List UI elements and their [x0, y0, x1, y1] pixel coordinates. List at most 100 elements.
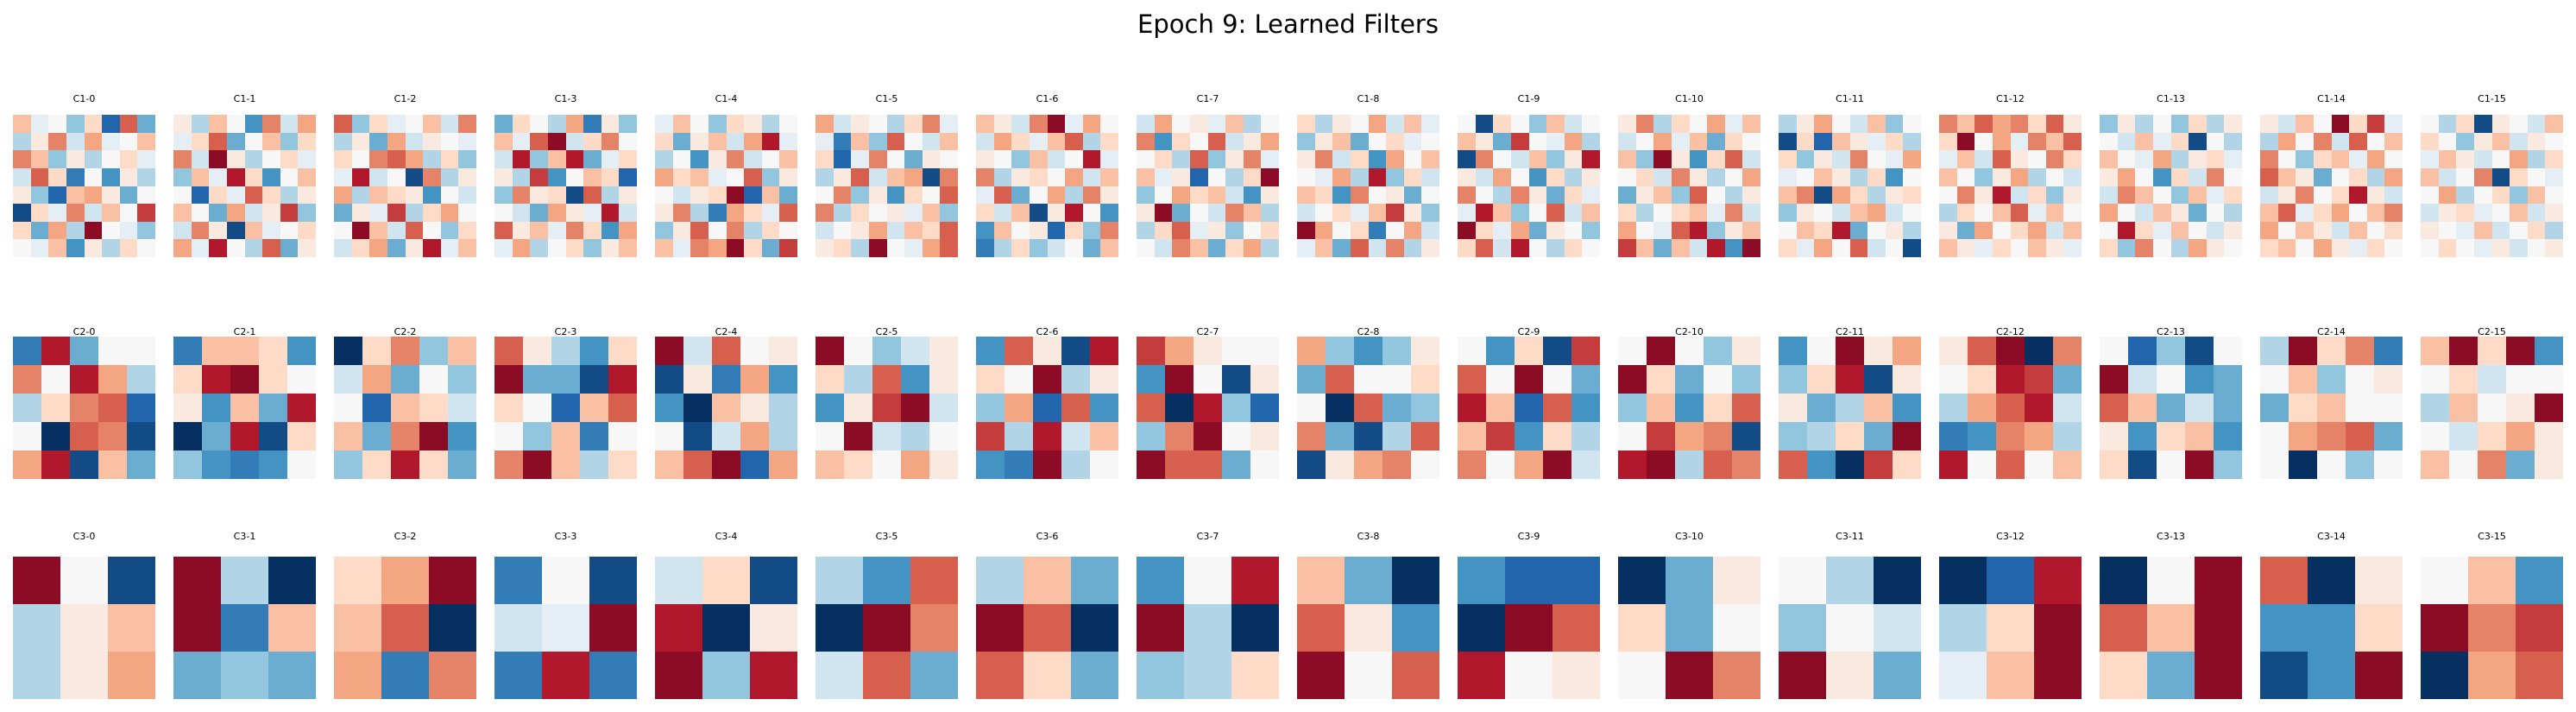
heatmap-cell [191, 167, 210, 186]
heatmap-cell [13, 150, 31, 168]
heatmap-cell [655, 604, 702, 652]
heatmap-cell [173, 394, 202, 422]
heatmap-cell [761, 221, 780, 240]
heatmap-cell [1297, 239, 1315, 257]
heatmap-cell [833, 150, 852, 168]
heatmap-cell [2491, 132, 2510, 151]
heatmap-cell [1421, 239, 1439, 257]
heatmap-cell [744, 167, 762, 186]
heatmap-cell [740, 422, 769, 451]
heatmap-cell [1100, 239, 1118, 257]
filter-panel: C2-11 [1779, 0, 1921, 712]
heatmap-cell [2438, 204, 2457, 222]
heatmap-cell [2510, 204, 2528, 222]
heatmap-cell [1189, 186, 1208, 205]
heatmap-cell [1065, 204, 1083, 222]
heatmap-cell [1647, 394, 1675, 422]
heatmap-cell [619, 204, 637, 222]
filter-heatmap [976, 557, 1118, 699]
filter-heatmap [173, 115, 316, 257]
heatmap-cell [1987, 604, 2034, 652]
heatmap-cell [1956, 132, 1975, 151]
filter-heatmap [1779, 557, 1921, 699]
heatmap-cell [209, 221, 227, 240]
heatmap-cell [1836, 337, 1864, 365]
heatmap-cell [30, 150, 49, 168]
filter-panel: C2-15 [2421, 0, 2563, 712]
heatmap-cell [2510, 132, 2528, 151]
heatmap-cell [976, 451, 1005, 479]
heatmap-cell [1814, 167, 1832, 186]
heatmap-cell [1011, 186, 1030, 205]
heatmap-cell [1165, 365, 1194, 394]
heatmap-cell [41, 422, 70, 451]
heatmap-cell [1618, 150, 1636, 168]
heatmap-cell [1779, 186, 1797, 205]
heatmap-cell [173, 652, 221, 699]
heatmap-cell [1137, 557, 1184, 604]
heatmap-cell [565, 167, 584, 186]
heatmap-cell [1867, 221, 1886, 240]
heatmap-cell [1421, 221, 1439, 240]
heatmap-cell [2421, 652, 2468, 699]
heatmap-cell [1975, 132, 1993, 151]
heatmap-cell [1653, 239, 1672, 257]
heatmap-cell [1165, 394, 1194, 422]
heatmap-cell [1618, 186, 1636, 205]
heatmap-cell [1831, 239, 1850, 257]
heatmap-cell [1867, 115, 1886, 133]
heatmap-cell [2384, 186, 2403, 205]
heatmap-cell [1172, 204, 1190, 222]
heatmap-cell [1987, 652, 2034, 699]
panel-title: C3-6 [1036, 531, 1059, 542]
filter-panel: C2-4 [655, 0, 797, 712]
heatmap-cell [2063, 239, 2082, 257]
heatmap-cell [66, 221, 85, 240]
heatmap-cell [1779, 652, 1826, 699]
heatmap-cell [551, 451, 580, 479]
heatmap-cell [1297, 167, 1315, 186]
heatmap-cell [683, 394, 712, 422]
heatmap-cell [137, 150, 155, 168]
heatmap-cell [1713, 557, 1760, 604]
heatmap-cell [334, 394, 362, 422]
heatmap-cell [1779, 451, 1807, 479]
heatmap-cell [1354, 394, 1382, 422]
heatmap-cell [2296, 186, 2314, 205]
heatmap-cell [2516, 604, 2563, 652]
heatmap-cell [70, 337, 98, 365]
heatmap-cell [2185, 422, 2214, 451]
panel-title: C3-3 [554, 531, 577, 542]
heatmap-cell [1243, 204, 1262, 222]
panel-title: C3-8 [1357, 531, 1380, 542]
heatmap-cell [1029, 221, 1048, 240]
heatmap-cell [2331, 132, 2350, 151]
heatmap-cell [173, 132, 192, 151]
filter-heatmap [2421, 557, 2563, 699]
heatmap-cell [2421, 221, 2439, 240]
heatmap-cell [2260, 365, 2289, 394]
heatmap-cell [2195, 557, 2242, 604]
heatmap-cell [351, 221, 370, 240]
heatmap-cell [886, 167, 905, 186]
heatmap-cell [1137, 652, 1184, 699]
heatmap-cell [761, 167, 780, 186]
heatmap-cell [976, 132, 994, 151]
heatmap-cell [1582, 221, 1600, 240]
filter-heatmap [494, 557, 637, 699]
heatmap-cell [1543, 394, 1571, 422]
heatmap-cell [672, 221, 691, 240]
heatmap-cell [726, 132, 745, 151]
heatmap-cell [2063, 204, 2082, 222]
heatmap-cell [173, 422, 202, 451]
heatmap-cell [173, 557, 221, 604]
heatmap-cell [458, 167, 476, 186]
filter-heatmap [976, 115, 1118, 257]
filter-panel: C1-13 [2100, 0, 2242, 712]
heatmap-cell [1090, 422, 1118, 451]
heatmap-cell [1493, 132, 1511, 151]
heatmap-cell [1023, 604, 1071, 652]
heatmap-cell [1172, 115, 1190, 133]
heatmap-cell [1326, 394, 1354, 422]
heatmap-cell [1154, 221, 1173, 240]
